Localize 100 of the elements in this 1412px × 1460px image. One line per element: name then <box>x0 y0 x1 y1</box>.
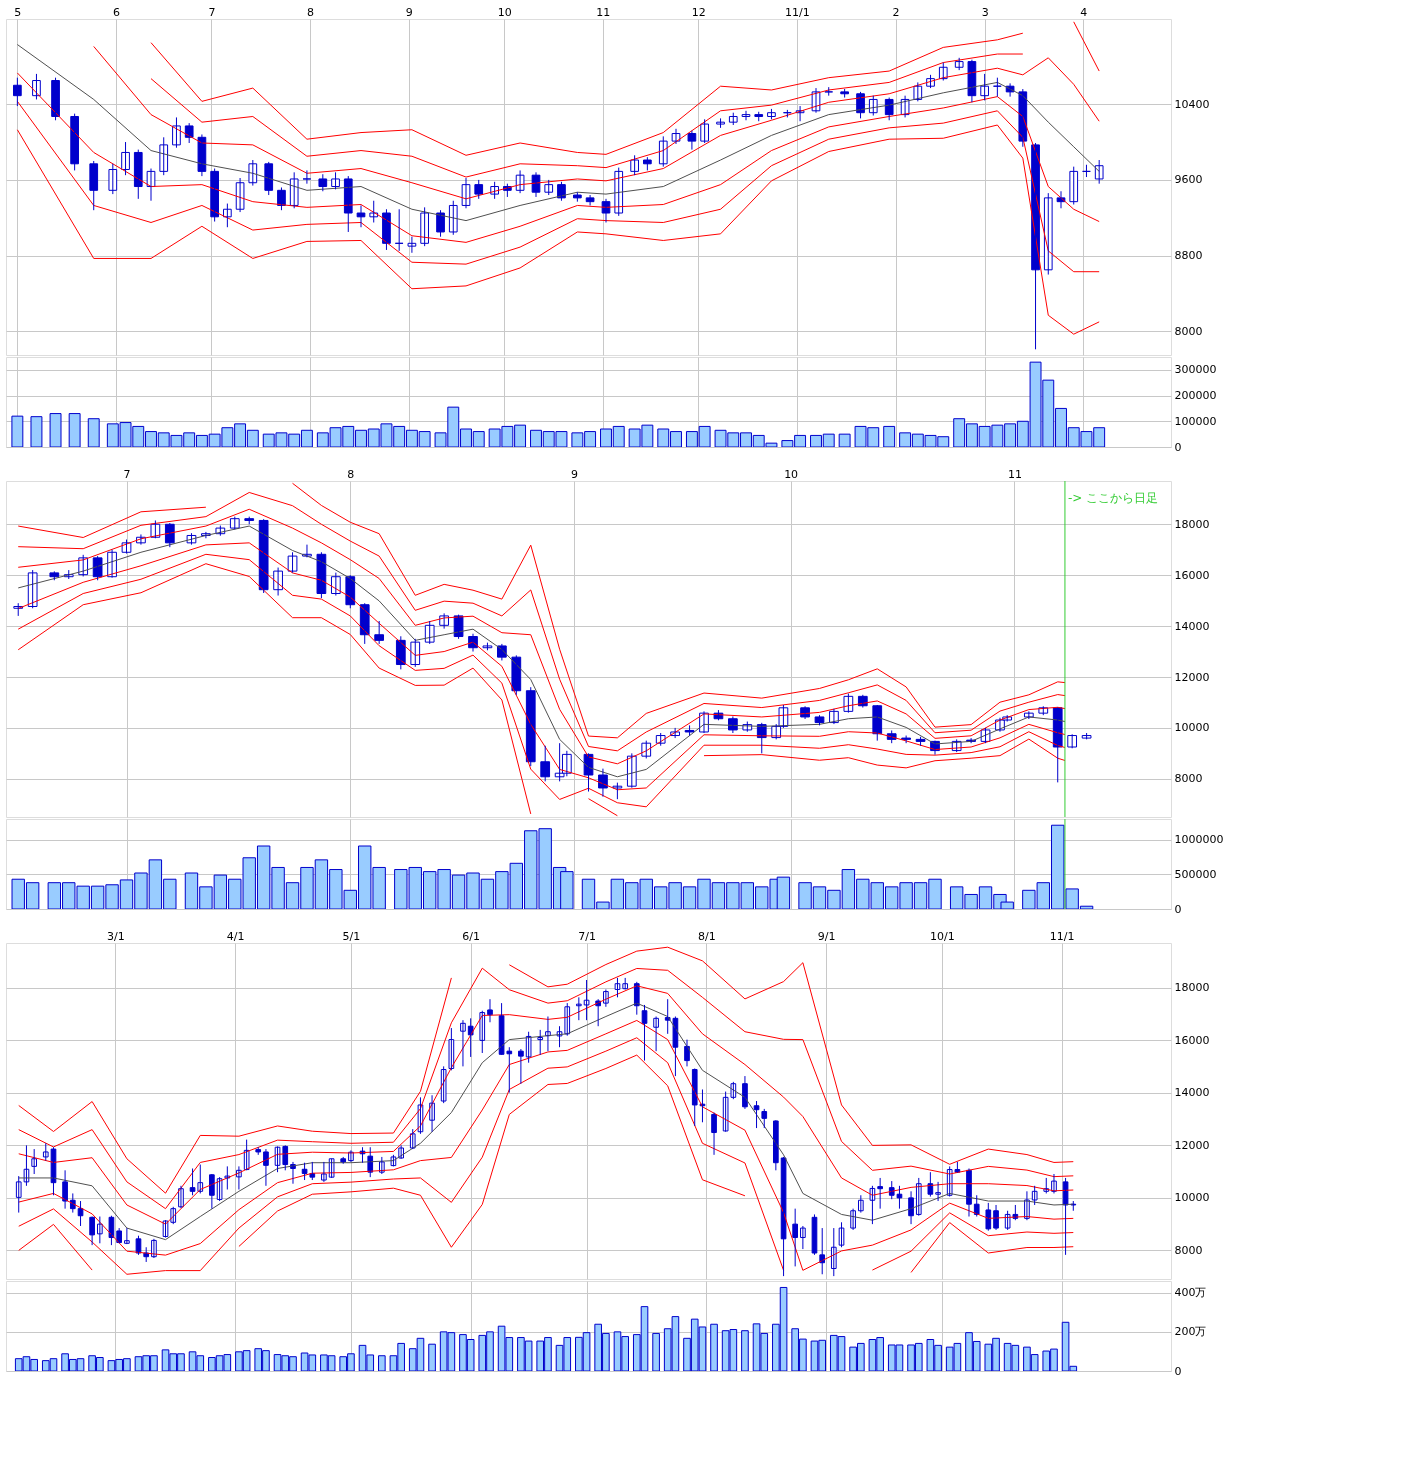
ref-line-label: -> ここから日足 <box>1067 491 1159 505</box>
y-tick-label: 12000 <box>1174 670 1210 684</box>
x-tick-label: 6 <box>113 5 120 19</box>
y-tick-label: 8800 <box>1174 249 1203 263</box>
y-tick-label: 16000 <box>1174 568 1210 582</box>
y-tick-label: 0 <box>1174 440 1182 454</box>
x-tick-label: 3/1 <box>106 929 125 943</box>
candlestick <box>700 118 709 144</box>
candlestick <box>448 200 458 236</box>
bar <box>87 418 100 447</box>
x-tick-label: 10/1 <box>930 929 955 943</box>
candlestick <box>741 110 751 121</box>
candlestick <box>1094 159 1104 185</box>
x-tick-label: 11/1 <box>785 5 810 19</box>
y-tick-label: 8000 <box>1174 1243 1203 1257</box>
y-tick-label: 300000 <box>1174 363 1217 377</box>
candlestick <box>287 551 298 574</box>
bar <box>741 1330 749 1371</box>
x-tick-label: 10 <box>784 467 799 481</box>
bar <box>883 425 896 447</box>
candlestick <box>792 1208 798 1267</box>
line-series <box>16 72 1100 243</box>
candlestick <box>49 570 60 581</box>
x-tick-label: 8/1 <box>697 929 716 943</box>
candlestick <box>622 977 629 990</box>
y-tick-label: 10000 <box>1174 721 1210 735</box>
y-tick-label: 14000 <box>1174 1086 1210 1100</box>
candlestick <box>121 141 130 176</box>
candlestick <box>540 745 551 782</box>
y-tick-label: 200万 <box>1174 1325 1207 1339</box>
x-tick-label: 7 <box>208 5 216 19</box>
candlestick <box>356 204 366 228</box>
x-tick-label: 5 <box>14 5 22 19</box>
candlestick <box>753 1100 760 1129</box>
line-series <box>16 124 1100 335</box>
candlestick <box>915 736 926 747</box>
candlestick <box>583 752 594 793</box>
bar <box>710 1323 718 1371</box>
candlestick <box>1067 733 1078 749</box>
x-tick-label: 9 <box>571 467 579 481</box>
y-tick-label: 400万 <box>1174 1286 1207 1300</box>
line-series <box>150 32 1024 156</box>
candlestick <box>224 1165 231 1190</box>
bar <box>378 1355 386 1371</box>
candlestick <box>901 735 911 744</box>
y-tick-label: 14000 <box>1174 619 1210 633</box>
x-tick-label: 11/1 <box>1049 929 1075 943</box>
candlestick <box>89 160 99 211</box>
candlestick <box>255 1146 262 1156</box>
bar <box>428 1343 436 1371</box>
candlestick <box>474 179 484 200</box>
candlestick <box>13 77 22 107</box>
candlestick <box>643 156 652 171</box>
y-tick-label: 500000 <box>1174 867 1217 881</box>
bar <box>30 416 43 447</box>
candlestick <box>716 117 725 129</box>
y-tick-label: 100000 <box>1174 414 1217 428</box>
candlestick <box>229 516 240 530</box>
candlestick <box>767 108 776 120</box>
candlestick <box>761 1108 768 1129</box>
x-tick-label: 9 <box>405 5 413 19</box>
candlestick <box>1081 732 1092 740</box>
candlestick <box>684 724 695 737</box>
x-tick-label: 9/1 <box>817 929 836 943</box>
candlestick <box>630 154 639 176</box>
x-tick-label: 11 <box>596 5 611 19</box>
x-tick-label: 7 <box>123 467 131 481</box>
bar <box>652 1332 660 1371</box>
x-tick-label: 7/1 <box>578 929 596 943</box>
candlestick <box>1023 710 1034 720</box>
y-tick-label: 1000000 <box>1174 833 1224 847</box>
candlestick <box>954 57 964 71</box>
y-tick-label: 18000 <box>1174 981 1210 995</box>
candlestick <box>1069 166 1079 206</box>
x-tick-label: 4 <box>1080 5 1088 19</box>
x-tick-label: 2 <box>892 5 900 19</box>
candlestick <box>374 620 385 645</box>
line-series <box>16 100 1100 273</box>
candlestick <box>1031 1185 1038 1206</box>
x-tick-label: 6/1 <box>462 929 481 943</box>
candlestick <box>573 191 582 203</box>
x-tick-label: 8 <box>307 5 315 19</box>
y-tick-label: 0 <box>1174 1364 1182 1378</box>
candlestick <box>840 88 849 99</box>
candlestick <box>728 112 738 126</box>
candlestick <box>544 179 554 196</box>
candlestick <box>331 171 340 190</box>
y-tick-label: 12000 <box>1174 1138 1210 1152</box>
y-tick-label: 8000 <box>1174 324 1203 338</box>
x-tick-label: 3 <box>981 5 989 19</box>
candlestick <box>436 209 445 238</box>
candlestick <box>754 111 764 122</box>
x-tick-label: 12 <box>691 5 706 19</box>
candlestick <box>583 979 590 1021</box>
y-tick-label: 8000 <box>1174 772 1203 786</box>
candlestick <box>614 977 621 998</box>
x-tick-label: 5/1 <box>342 929 361 943</box>
candlestick <box>814 714 825 726</box>
bar <box>49 413 62 447</box>
y-tick-label: 9600 <box>1174 173 1203 187</box>
